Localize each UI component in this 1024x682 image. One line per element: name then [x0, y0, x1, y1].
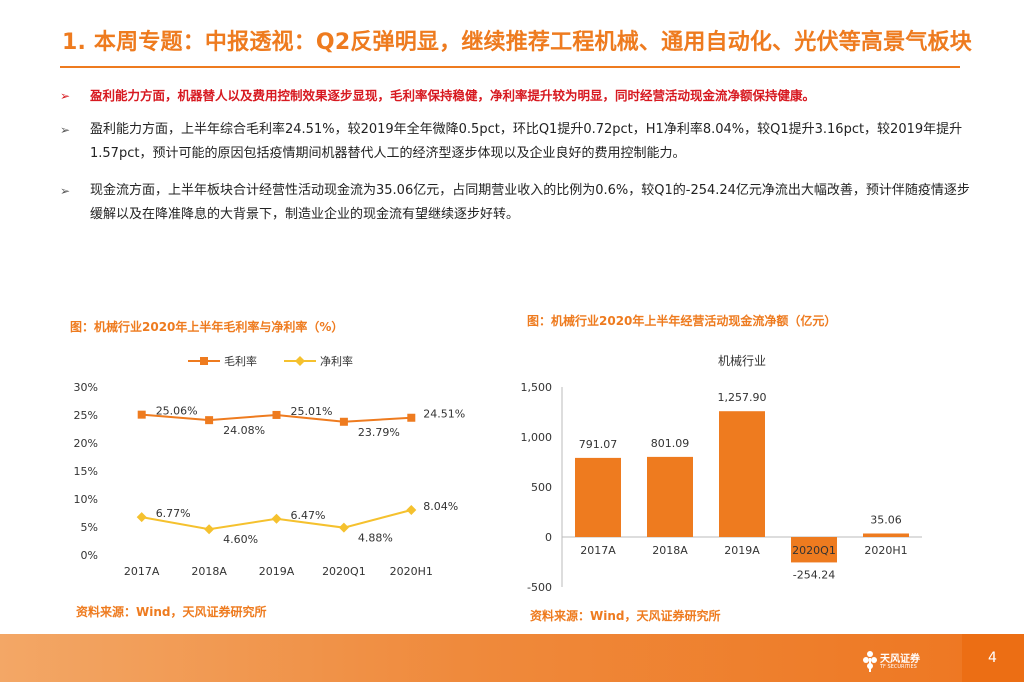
tf-securities-logo-icon [863, 651, 877, 672]
page-title: 1. 本周专题：中报透视：Q2反弹明显，继续推荐工程机械、通用自动化、光伏等高景… [62, 30, 972, 55]
margin-line-chart: 0% 5% 10% 15% 20% 25% 30% 2017A 2018A 2019A 2020Q1… [74, 354, 466, 578]
bar-value-label: 801.09 [651, 437, 690, 450]
page-number: 4 [988, 650, 997, 666]
bar-2019A [719, 411, 765, 537]
y-tick-label: 0 [545, 531, 552, 544]
x-tick-label: 2017A [124, 565, 160, 578]
data-label: 24.51% [423, 408, 465, 421]
y-tick-label: 5% [81, 521, 98, 534]
data-point [271, 513, 282, 524]
bar-2018A [647, 456, 693, 537]
x-tick-label: 2020H1 [864, 544, 907, 557]
y-tick-label: 15% [74, 465, 98, 478]
y-tick-label: 500 [531, 481, 552, 494]
bar-2020Q1 [791, 537, 837, 563]
data-point [205, 416, 214, 425]
arrow-bullet-icon: ➢ [60, 184, 71, 198]
x-tick-label: 2020Q1 [322, 565, 366, 578]
footer-bar [0, 634, 1024, 682]
data-point [204, 524, 215, 535]
x-tick-label: 2020H1 [390, 565, 433, 578]
data-label: 8.04% [423, 500, 458, 513]
x-tick-label: 2020Q1 [792, 544, 836, 557]
chart-title: 机械行业 [718, 353, 766, 368]
data-label: 4.60% [223, 533, 258, 546]
x-tick-label: 2018A [191, 565, 227, 578]
chart-caption-margins: 图：机械行业2020年上半年毛利率与净利率（%） [70, 320, 344, 334]
x-tick-label: 2019A [259, 565, 295, 578]
bar-value-label: 35.06 [870, 513, 902, 526]
bullet-text: 盈利能力方面，上半年综合毛利率24.51%，较2019年全年微降0.5pct，环… [90, 122, 963, 161]
y-tick-label: 1,500 [521, 381, 553, 394]
data-point [339, 417, 348, 426]
legend-label: 毛利率 [224, 354, 257, 368]
data-label: 4.88% [358, 532, 393, 545]
data-label: 6.77% [156, 507, 191, 520]
y-tick-label: 20% [74, 437, 98, 450]
logo-text: 天风证券 [880, 654, 920, 665]
y-tick-label: 0% [81, 549, 98, 562]
chart-caption-cashflow: 图：机械行业2020年上半年经营活动现金流净额（亿元） [527, 314, 837, 328]
data-point [136, 512, 147, 523]
legend-marker [200, 357, 208, 365]
data-point [137, 410, 146, 419]
y-tick-label: 30% [74, 381, 98, 394]
data-label: 23.79% [358, 426, 400, 439]
data-label: 25.06% [156, 405, 198, 418]
bar-2020H1 [863, 533, 909, 537]
y-tick-label: 10% [74, 493, 98, 506]
arrow-bullet-icon: ➢ [60, 123, 71, 137]
data-point [406, 504, 417, 515]
x-tick-label: 2019A [724, 544, 760, 557]
x-tick-label: 2017A [580, 544, 616, 557]
arrow-bullet-icon: ➢ [60, 89, 71, 103]
data-point [272, 410, 281, 419]
cashflow-bar-chart: 机械行业 -500 0 500 1,000 1,500 791.07 2017A 801.09 2… [521, 353, 922, 594]
footer-page-box [962, 634, 1024, 682]
bar-value-label: 791.07 [579, 438, 618, 451]
chart-source-left: 资料来源：Wind，天风证券研究所 [76, 605, 267, 619]
title-divider [60, 66, 960, 68]
logo-subtext: TF SECURITIES [880, 664, 917, 670]
y-tick-label: -500 [527, 581, 552, 594]
data-label: 6.47% [291, 509, 326, 522]
bar-2017A [575, 457, 621, 537]
y-tick-label: 1,000 [521, 431, 553, 444]
data-point [407, 413, 416, 422]
y-tick-label: 25% [74, 409, 98, 422]
x-tick-label: 2018A [652, 544, 688, 557]
legend-label: 净利率 [320, 354, 353, 368]
bullet-text: 盈利能力方面，机器替人以及费用控制效果逐步显现，毛利率保持稳健，净利率提升较为明… [90, 88, 816, 103]
bullet-text: 现金流方面，上半年板块合计经营性活动现金流为35.06亿元，占同期营业收入的比例… [90, 183, 970, 222]
chart-source-right: 资料来源：Wind，天风证券研究所 [530, 609, 721, 623]
legend-marker [295, 356, 305, 366]
data-label: 25.01% [291, 405, 333, 418]
bar-value-label: 1,257.90 [718, 391, 767, 404]
bar-value-label: -254.24 [793, 568, 835, 581]
data-point [338, 522, 349, 533]
data-label: 24.08% [223, 424, 265, 437]
